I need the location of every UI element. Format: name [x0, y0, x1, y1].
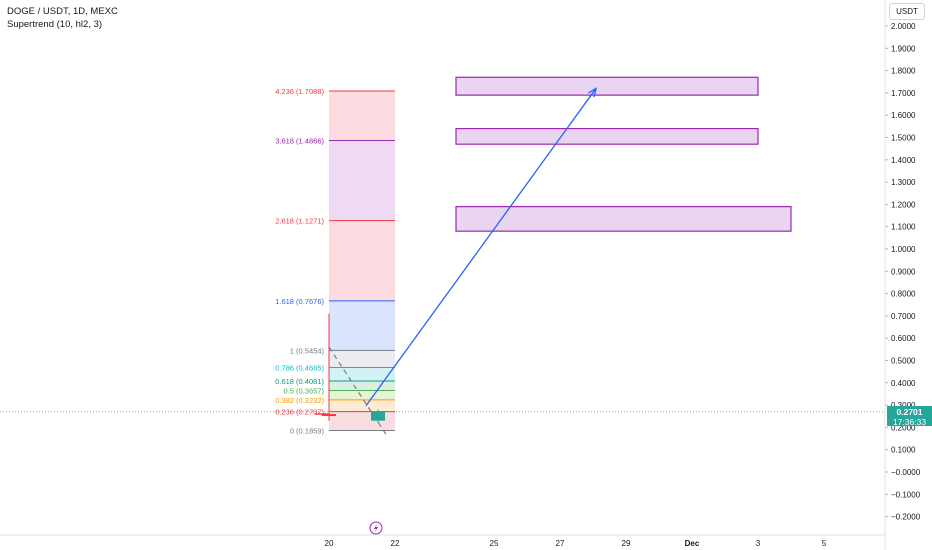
x-tick-label: Dec	[685, 539, 700, 548]
chart-legend: DOGE / USDT, 1D, MEXC Supertrend (10, hl…	[7, 5, 118, 31]
fib-level-label: 0.236 (0.2707)	[275, 408, 324, 417]
countdown-label: 17:36:33	[892, 417, 927, 427]
projection-arrow	[365, 88, 597, 407]
arrow-head	[587, 87, 597, 98]
fib-zone-fills	[329, 90, 395, 431]
y-tick-label: −0.1000	[891, 490, 921, 499]
y-tick-label: 0.9000	[891, 267, 916, 276]
symbol-title[interactable]: DOGE / USDT, 1D, MEXC	[7, 6, 118, 17]
fib-zone-fill	[329, 367, 395, 381]
y-tick-label: 1.6000	[891, 111, 916, 120]
candles	[315, 313, 385, 423]
y-tick-label: 1.4000	[891, 156, 916, 165]
target-box	[455, 206, 792, 232]
y-tick-label: 1.0000	[891, 245, 916, 254]
fib-level-label: 3.618 (1.4866)	[275, 136, 324, 145]
y-tick-label: 0.6000	[891, 334, 916, 343]
fib-zone-fill	[329, 220, 395, 301]
x-tick-label: 29	[622, 539, 631, 548]
y-tick-label: −0.0000	[891, 468, 921, 477]
fib-level-label: 0.382 (0.3232)	[275, 396, 324, 405]
indicator-title[interactable]: Supertrend (10, hl2, 3)	[7, 19, 103, 30]
y-tick-label: 2.0000	[891, 22, 916, 31]
y-tick-label: 1.2000	[891, 200, 916, 209]
candle-body	[322, 414, 336, 417]
fib-level-label: 0.786 (0.4685)	[275, 364, 324, 373]
target-box	[455, 127, 759, 145]
fib-level-label: 1.618 (0.7676)	[275, 297, 324, 306]
y-tick-label: 0.5000	[891, 357, 916, 366]
fib-zone-fill	[329, 90, 395, 141]
target-box	[455, 76, 759, 96]
fib-level-label: 2.618 (1.1271)	[275, 217, 324, 226]
y-tick-label: 1.7000	[891, 89, 916, 98]
y-tick-label: 1.8000	[891, 67, 916, 76]
y-tick-label: 1.5000	[891, 134, 916, 143]
fib-level-label: 4.236 (1.7088)	[275, 87, 324, 96]
x-tick-label: 27	[556, 539, 565, 548]
y-tick-label: 1.3000	[891, 178, 916, 187]
fib-zone-fill	[329, 411, 395, 431]
x-tick-label: 20	[325, 539, 334, 548]
fib-zone-fill	[329, 350, 395, 368]
currency-button[interactable]: USDT	[889, 3, 925, 20]
fib-level-label: 1 (0.5454)	[290, 346, 325, 355]
price-axis: 2.0000 1.9000 1.8000 1.7000 1.6000 1.5000 1.40…	[884, 0, 921, 550]
y-tick-label: 0.1000	[891, 446, 916, 455]
x-tick-label: 5	[822, 539, 827, 548]
y-tick-label: 1.9000	[891, 44, 916, 53]
target-boxes	[455, 76, 792, 232]
x-tick-label: 3	[756, 539, 761, 548]
fib-zone-fill	[329, 380, 395, 391]
x-tick-label: 22	[391, 539, 400, 548]
fib-zone-fill	[329, 399, 395, 412]
y-tick-label: 1.1000	[891, 223, 916, 232]
fib-level-label: 0.618 (0.4081)	[275, 377, 324, 386]
current-price-label: 0.2701	[896, 407, 923, 417]
drawings	[0, 87, 885, 535]
y-tick-label: 0.2000	[891, 423, 916, 432]
y-tick-label: 0.4000	[891, 379, 916, 388]
fib-level-lines: 0 (0.1859)0.236 (0.2707)0.382 (0.3232)0.…	[275, 87, 395, 436]
y-tick-label: 0.7000	[891, 312, 916, 321]
current-price-tag: 0.2701 17:36:33	[887, 406, 932, 427]
y-tick-label: 0.8000	[891, 290, 916, 299]
fib-zone-fill	[329, 140, 395, 221]
x-tick-label: 25	[490, 539, 499, 548]
y-tick-label: 0.3000	[891, 401, 916, 410]
fib-zone-fill	[329, 300, 395, 351]
y-tick-label: −0.2000	[891, 513, 921, 522]
time-axis: 20 22 25 27 29 Dec 3 5	[0, 534, 885, 548]
fib-level-label: 0 (0.1859)	[290, 427, 325, 436]
fib-level-label: 0.5 (0.3657)	[284, 386, 325, 395]
lightning-icon-glyph	[374, 524, 378, 532]
fib-zone-fill	[329, 390, 395, 400]
candle-body	[371, 411, 385, 421]
